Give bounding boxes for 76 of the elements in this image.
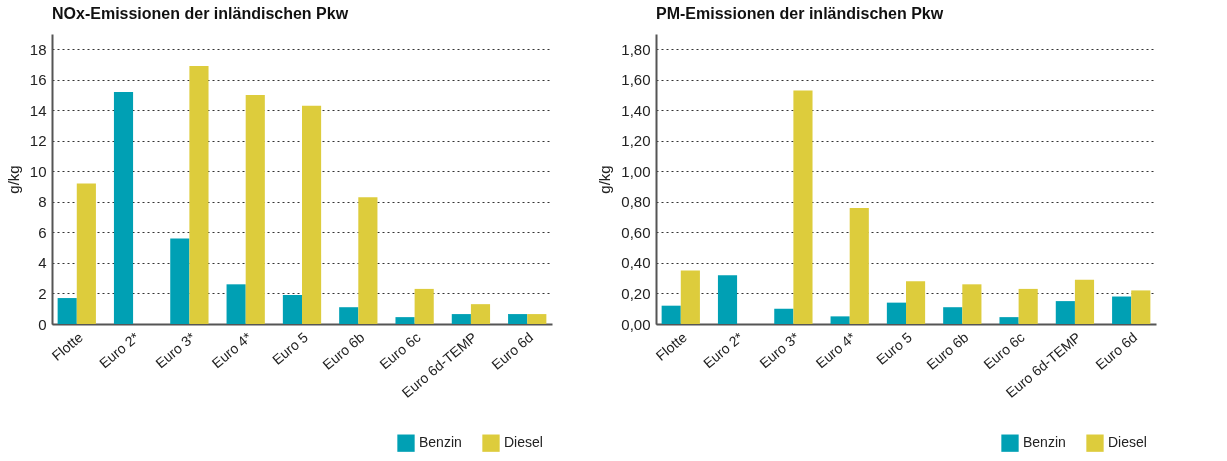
bar: [962, 284, 982, 324]
x-tick-label: Euro 5: [873, 328, 916, 368]
bar: [906, 281, 926, 324]
x-tick-label: Euro 6c: [376, 328, 424, 373]
y-axis-title: g/kg: [596, 165, 614, 194]
y-tick-label: 1,60: [621, 71, 651, 89]
bar: [57, 298, 77, 324]
bar: [774, 308, 794, 324]
y-tick-label: 16: [29, 71, 47, 89]
bar: [358, 197, 378, 324]
bar: [113, 92, 134, 324]
legend-label: Diesel: [504, 434, 543, 451]
bar: [886, 302, 906, 324]
y-tick-label: 12: [29, 132, 47, 150]
bar: [451, 314, 471, 324]
y-tick-label: 0,00: [621, 315, 651, 333]
x-tick-label: Euro 6c: [980, 328, 1028, 373]
y-tick-label: 0,80: [621, 193, 651, 211]
bar: [680, 270, 700, 324]
x-tick-label: Euro 3*: [756, 328, 803, 372]
bar: [830, 316, 850, 324]
y-tick-label: 4: [38, 254, 47, 272]
bar: [339, 307, 359, 324]
y-tick-label: 14: [29, 101, 47, 119]
bar: [282, 295, 302, 324]
chart-title: NOx-Emissionen der inländischen Pkw: [52, 5, 349, 22]
x-tick-label: Euro 2*: [96, 328, 143, 372]
legend-label: Benzin: [1023, 434, 1066, 451]
y-axis-title: g/kg: [4, 165, 22, 194]
y-tick-label: 1,80: [621, 40, 651, 58]
x-tick-label: Euro 6d: [1092, 328, 1141, 373]
bar: [189, 66, 209, 324]
bar: [170, 238, 190, 324]
x-tick-label: Euro 6b: [923, 328, 972, 373]
y-tick-label: 8: [38, 193, 47, 211]
legend-label: Benzin: [419, 434, 462, 451]
x-tick-label: Euro 6d: [488, 328, 537, 373]
x-tick-label: Euro 2*: [700, 328, 747, 372]
bar: [245, 95, 265, 324]
x-tick-label: Euro 6b: [319, 328, 368, 373]
bar: [395, 317, 415, 324]
bar: [302, 105, 322, 324]
x-tick-label: Euro 5: [269, 328, 312, 368]
chart-title: PM-Emissionen der inländischen Pkw: [656, 5, 944, 22]
bar: [508, 314, 528, 324]
x-tick-label: Euro 4*: [812, 328, 860, 372]
bar: [1131, 290, 1151, 324]
x-tick-label: Euro 3*: [152, 328, 199, 372]
bar: [470, 304, 491, 324]
bar: [1112, 296, 1132, 324]
bar: [1018, 288, 1038, 324]
y-tick-label: 6: [38, 223, 47, 241]
y-tick-label: 2: [38, 284, 47, 302]
y-tick-label: 18: [29, 40, 47, 58]
bar: [793, 90, 813, 324]
bar: [1074, 279, 1095, 324]
y-tick-label: 10: [29, 162, 47, 180]
bar: [999, 317, 1019, 324]
y-tick-label: 1,00: [621, 162, 651, 180]
bar: [414, 288, 434, 324]
bar: [1055, 301, 1075, 324]
bar: [226, 284, 246, 324]
x-tick-label: Euro 4*: [208, 328, 256, 372]
bar: [76, 183, 96, 324]
y-tick-label: 1,20: [621, 132, 651, 150]
y-tick-label: 0: [38, 315, 47, 333]
y-tick-label: 0,40: [621, 254, 651, 272]
bar: [527, 314, 547, 324]
bar: [849, 208, 869, 324]
bar: [661, 305, 681, 324]
y-tick-label: 0,20: [621, 284, 651, 302]
bar: [943, 307, 963, 324]
legend-label: Diesel: [1108, 434, 1147, 451]
y-tick-label: 1,40: [621, 101, 651, 119]
bar: [717, 275, 738, 324]
y-tick-label: 0,60: [621, 223, 651, 241]
